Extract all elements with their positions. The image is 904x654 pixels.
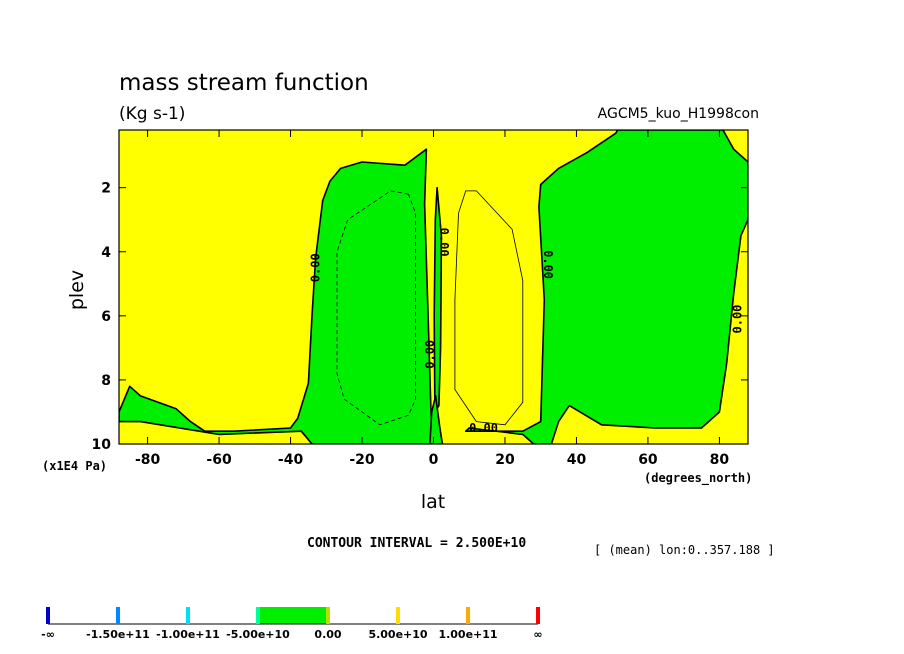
y-tick-label: 6: [101, 309, 111, 325]
x-tick-label: 40: [567, 452, 587, 468]
colorbar-label: -∞: [41, 628, 55, 641]
chart-units: (Kg s-1): [119, 104, 185, 124]
negative-region-0: [119, 148, 435, 444]
colorbar-label: 5.00e+10: [368, 628, 427, 641]
colorbar-tick: [326, 607, 330, 624]
contour-label-2: 0.00: [423, 340, 437, 369]
colorbar: -∞ -1.50e+11 -1.00e+11 -5.00e+10 0.00 5.00e+1…: [41, 607, 543, 641]
colorbar-label: -1.00e+11: [156, 628, 220, 641]
x-axis-label: lat: [421, 491, 445, 513]
mean-info: [ (mean) lon:0..357.188 ]: [594, 543, 775, 557]
contour-label-3: 0.00: [541, 250, 555, 279]
x-tick-label: 60: [638, 452, 658, 468]
y-tick-label: 8: [101, 373, 111, 389]
negative-region-1: [433, 186, 443, 413]
y-tick-label: 4: [101, 245, 111, 261]
x-axis-ticks: -80 -60 -40 -20 0 20 40 60 80: [135, 130, 729, 468]
x-tick-label: 80: [710, 452, 730, 468]
colorbar-tick: [46, 607, 50, 624]
x-tick-label: -20: [349, 452, 375, 468]
x-tick-label: 0: [429, 452, 439, 468]
x-tick-label: -60: [206, 452, 232, 468]
colorbar-label: 1.00e+11: [438, 628, 497, 641]
colorbar-label: -1.50e+11: [86, 628, 150, 641]
chart-title: mass stream function: [119, 70, 369, 96]
contour-labels: 0.00 0.00 0.00 0.00 0.00 0.00: [309, 228, 745, 435]
colorbar-tick: [466, 607, 470, 624]
x-tick-label: -80: [135, 452, 161, 468]
y-tick-label: 2: [101, 181, 111, 197]
x-tick-label: -40: [278, 452, 304, 468]
colorbar-tick: [536, 607, 540, 624]
y-tick-label: 10: [92, 437, 112, 453]
x-tick-label: 20: [495, 452, 515, 468]
negative-contour-0: [336, 190, 417, 426]
colorbar-tick: [186, 607, 190, 624]
negative-region-2: [429, 395, 444, 444]
colorbar-tick: [256, 607, 260, 624]
x-axis-unit: (degrees_north): [644, 471, 752, 486]
contour-label-1: 0.00: [437, 228, 451, 257]
contour-label-0: 0.00: [309, 253, 323, 282]
y-axis-ticks: 2 4 6 8 10: [92, 181, 748, 453]
colorbar-tick: [116, 607, 120, 624]
colorbar-label: ∞: [533, 628, 542, 641]
y-axis-label: plev: [66, 270, 88, 310]
contour-label-4: 0.00: [730, 305, 744, 334]
positive-contour-0: [454, 190, 524, 426]
contour-interval: CONTOUR INTERVAL = 2.500E+10: [307, 536, 526, 551]
contour-label-5: 0.00: [469, 421, 498, 435]
colorbar-label: -5.00e+10: [226, 628, 290, 641]
colorbar-label: 0.00: [314, 628, 341, 641]
y-axis-unit: (x1E4 Pa): [42, 459, 107, 473]
colorbar-fill: [258, 607, 328, 624]
run-name: AGCM5_kuo_H1998con: [598, 106, 759, 122]
contour-lines: [336, 190, 524, 426]
negative-regions: [119, 130, 748, 444]
colorbar-tick: [396, 607, 400, 624]
negative-region-3: [464, 130, 748, 444]
